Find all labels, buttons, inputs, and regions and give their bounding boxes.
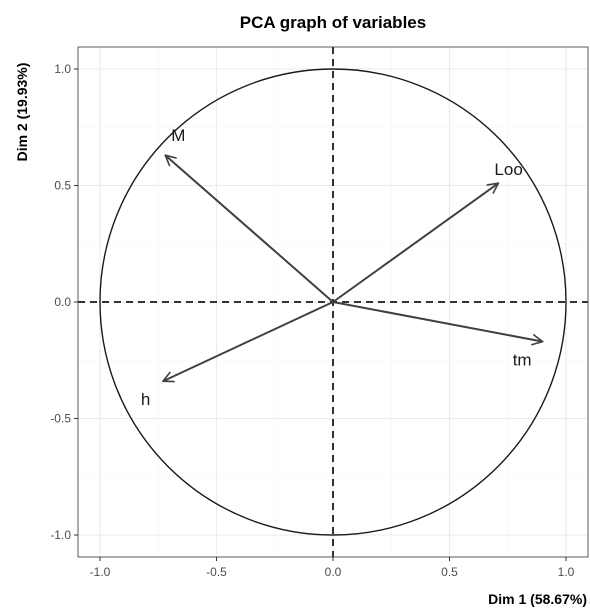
- x-tick-label: 1.0: [558, 565, 575, 579]
- variable-label-loo: Loo: [494, 160, 522, 179]
- y-tick-label: 0.5: [54, 179, 71, 193]
- variable-label-m: M: [171, 126, 185, 145]
- y-axis-ticks: -1.0 -0.5 0.0 0.5 1.0: [50, 62, 78, 542]
- variable-label-tm: tm: [513, 351, 532, 370]
- x-axis-label: Dim 1 (58.67%): [488, 591, 587, 607]
- x-tick-label: -1.0: [90, 565, 111, 579]
- correlation-circle: [99, 68, 567, 536]
- arrow-h: [162, 301, 334, 383]
- x-tick-label: 0.0: [325, 565, 342, 579]
- arrow-tm: [332, 301, 544, 346]
- y-axis-label: Dim 2 (19.93%): [14, 63, 30, 162]
- y-tick-label: -0.5: [50, 412, 71, 426]
- plot-panel: M Loo tm h: [77, 46, 589, 558]
- x-axis-ticks: -1.0 -0.5 0.0 0.5 1.0: [90, 557, 575, 579]
- arrow-loo: [332, 182, 500, 303]
- variable-label-h: h: [141, 390, 150, 409]
- variable-labels: M Loo tm h: [141, 126, 532, 409]
- chart-title: PCA graph of variables: [240, 13, 426, 32]
- y-tick-label: 1.0: [54, 62, 71, 76]
- x-tick-label: -0.5: [206, 565, 227, 579]
- variable-arrows: [162, 154, 544, 383]
- x-tick-label: 0.5: [441, 565, 458, 579]
- y-tick-label: 0.0: [54, 295, 71, 309]
- y-tick-label: -1.0: [50, 528, 71, 542]
- arrow-m: [164, 154, 334, 303]
